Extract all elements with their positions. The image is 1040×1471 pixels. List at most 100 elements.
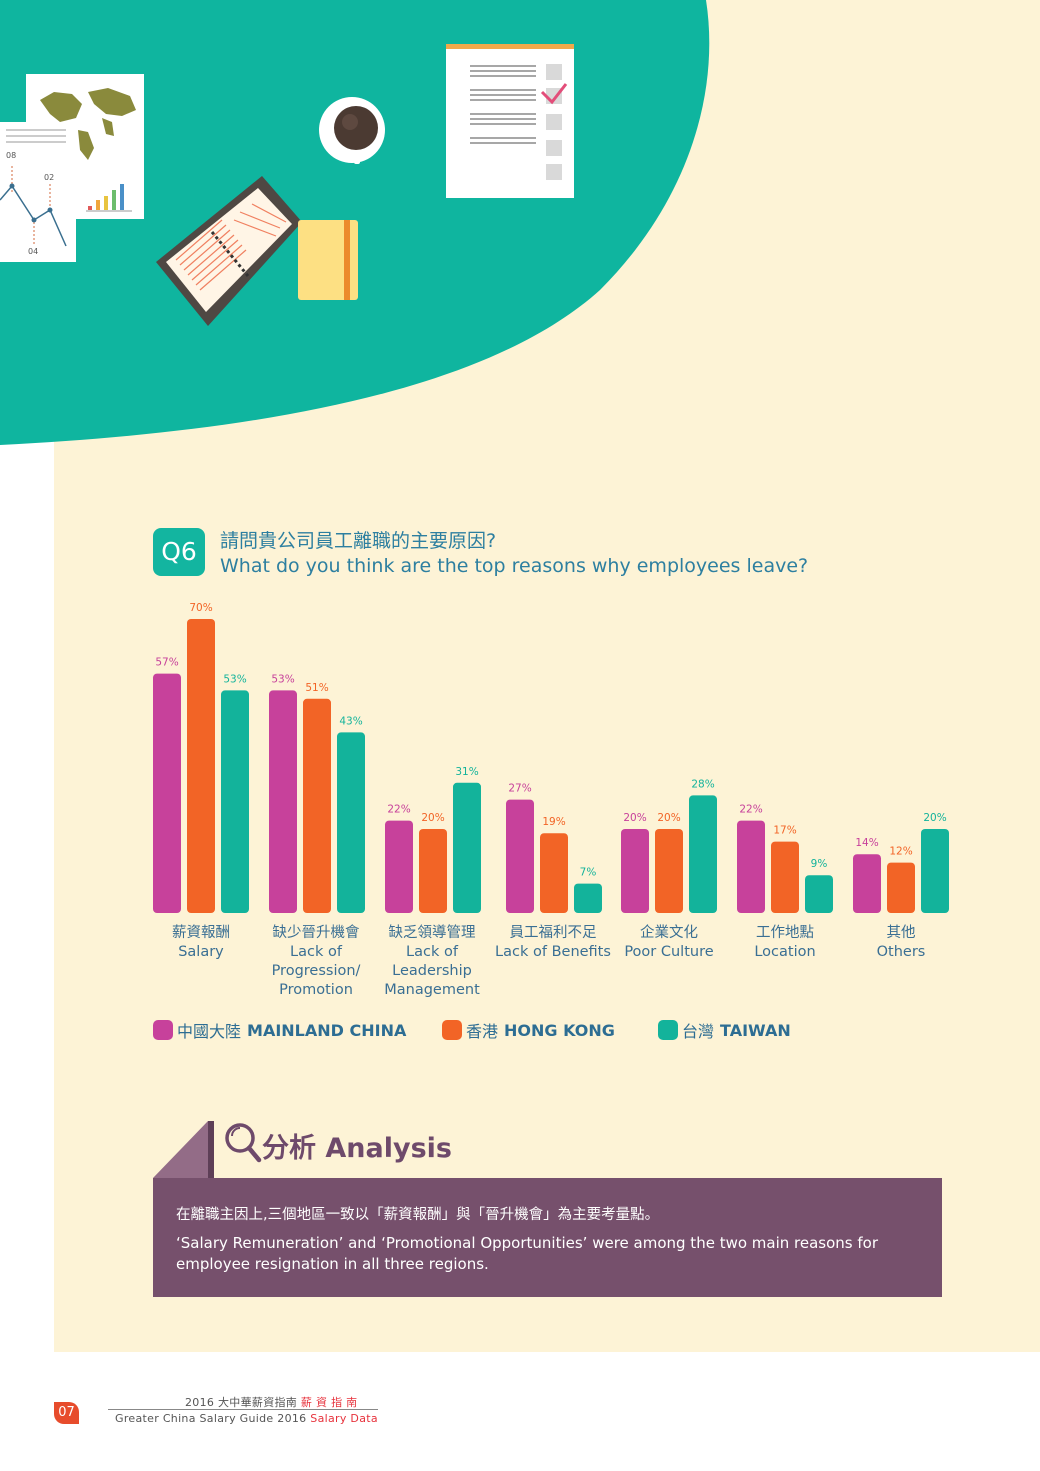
legend-swatch — [658, 1020, 678, 1040]
category-label: 缺乏領導管理 Lack of Leadership Management — [367, 924, 497, 1000]
data-label: 20% — [623, 812, 646, 824]
data-label: 22% — [739, 804, 762, 816]
category-label-zh: 缺少晉升機會 — [272, 925, 360, 941]
footer-divider — [108, 1409, 378, 1410]
data-label: 57% — [155, 657, 178, 669]
question-badge: Q6 — [153, 528, 205, 576]
category-label-zh: 其他 — [886, 925, 916, 941]
legend-label-en: TAIWAN — [720, 1020, 791, 1040]
bar — [221, 690, 249, 913]
data-label: 43% — [339, 715, 362, 727]
bar — [737, 820, 765, 913]
bar — [385, 820, 413, 913]
footer-title-zh: 2016 大中華薪資指南 薪 資 指 南 — [185, 1394, 357, 1410]
analysis-box — [153, 1178, 942, 1297]
bar — [853, 854, 881, 913]
analysis-text-zh: 在離職主因上,三個地區一致以「薪資報酬」與「晉升機會」為主要考量點。 — [176, 1207, 660, 1223]
bar — [689, 795, 717, 913]
data-label: 9% — [811, 858, 828, 870]
legend-label-zh: 中國大陸 — [177, 1022, 242, 1041]
legend-swatch — [442, 1020, 462, 1040]
footer-title-zh-prefix: 2016 大中華薪資指南 — [185, 1396, 298, 1409]
bar — [269, 690, 297, 913]
legend-label-zh: 香港 — [466, 1022, 499, 1041]
checklist-document-icon — [446, 44, 574, 198]
data-label: 22% — [387, 804, 410, 816]
category-label: 缺少晉升機會 Lack of Progression/ Promotion — [251, 924, 381, 1000]
data-label: 53% — [271, 673, 294, 685]
data-label: 17% — [773, 825, 796, 837]
bar — [303, 698, 331, 913]
bar — [187, 619, 215, 913]
category-label-en: Lack of Progression/ Promotion — [271, 944, 361, 998]
footer-section-en: Salary Data — [310, 1412, 378, 1425]
data-label: 53% — [223, 673, 246, 685]
magnifier-icon — [225, 1123, 262, 1163]
bar — [655, 829, 683, 913]
bar — [453, 782, 481, 913]
category-label: 員工福利不足 Lack of Benefits — [488, 924, 618, 962]
bar — [419, 829, 447, 913]
sticky-notes-icon — [298, 220, 358, 300]
line-chart-card: 08 02 04 — [0, 122, 76, 262]
legend-item-mainland: 中國大陸 MAINLAND CHINA — [153, 1018, 406, 1042]
legend-label-en: HONG KONG — [504, 1020, 615, 1040]
bar — [621, 829, 649, 913]
legend-label-zh: 台灣 — [682, 1022, 715, 1041]
bar — [574, 883, 602, 913]
illustration-tick-label: 04 — [28, 247, 38, 256]
category-label-en: Poor Culture — [624, 944, 714, 960]
data-label: 31% — [455, 766, 478, 778]
data-label: 70% — [189, 602, 212, 614]
legend-item-hongkong: 香港 HONG KONG — [442, 1018, 615, 1042]
data-label: 20% — [421, 812, 444, 824]
category-label-en: Location — [754, 944, 816, 960]
data-label: 20% — [657, 812, 680, 824]
bar — [337, 732, 365, 913]
data-label: 19% — [542, 816, 565, 828]
data-label: 28% — [691, 778, 714, 790]
data-label: 12% — [889, 846, 912, 858]
category-label: 其他 Others — [836, 924, 966, 962]
category-label-en: Others — [876, 944, 926, 960]
category-label: 工作地點 Location — [720, 924, 850, 962]
category-label: 薪資報酬 Salary — [136, 924, 266, 962]
footer-title-en: Greater China Salary Guide 2016 Salary D… — [115, 1412, 378, 1425]
illustration-tick-label: 02 — [44, 173, 54, 182]
category-label-zh: 工作地點 — [756, 925, 814, 941]
bar — [921, 829, 949, 913]
category-label: 企業文化 Poor Culture — [604, 924, 734, 962]
data-label: 51% — [305, 682, 328, 694]
category-label-en: Lack of Leadership Management — [384, 944, 480, 998]
bar — [153, 673, 181, 913]
bar — [771, 841, 799, 913]
question-title-en: What do you think are the top reasons wh… — [220, 555, 809, 577]
data-label: 20% — [923, 812, 946, 824]
data-label: 7% — [580, 867, 597, 879]
footer-title-en-prefix: Greater China Salary Guide 2016 — [115, 1412, 307, 1425]
legend-item-taiwan: 台灣 TAIWAN — [658, 1018, 791, 1042]
legend-swatch — [153, 1020, 173, 1040]
category-label-en: Salary — [178, 944, 224, 960]
analysis-text-en: ‘Salary Remuneration’ and ‘Promotional O… — [176, 1234, 878, 1273]
analysis-title: 分析 Analysis — [262, 1133, 452, 1164]
bar — [805, 875, 833, 913]
footer-section-zh: 薪 資 指 南 — [300, 1396, 358, 1409]
category-label-zh: 員工福利不足 — [509, 925, 597, 941]
illustration-tick-label: 08 — [6, 151, 16, 160]
category-label-zh: 缺乏領導管理 — [388, 925, 476, 941]
legend-label-en: MAINLAND CHINA — [247, 1020, 407, 1040]
category-label-zh: 薪資報酬 — [172, 925, 230, 941]
bar — [540, 833, 568, 913]
question-title-zh: 請問貴公司員工離職的主要原因? — [220, 530, 497, 552]
coffee-cup-icon — [319, 97, 385, 164]
page-number: 07 — [54, 1402, 79, 1424]
bar — [506, 799, 534, 913]
bar — [887, 862, 915, 913]
category-label-zh: 企業文化 — [640, 925, 698, 941]
data-label: 27% — [508, 783, 531, 795]
category-label-en: Lack of Benefits — [495, 944, 611, 960]
data-label: 14% — [855, 837, 878, 849]
